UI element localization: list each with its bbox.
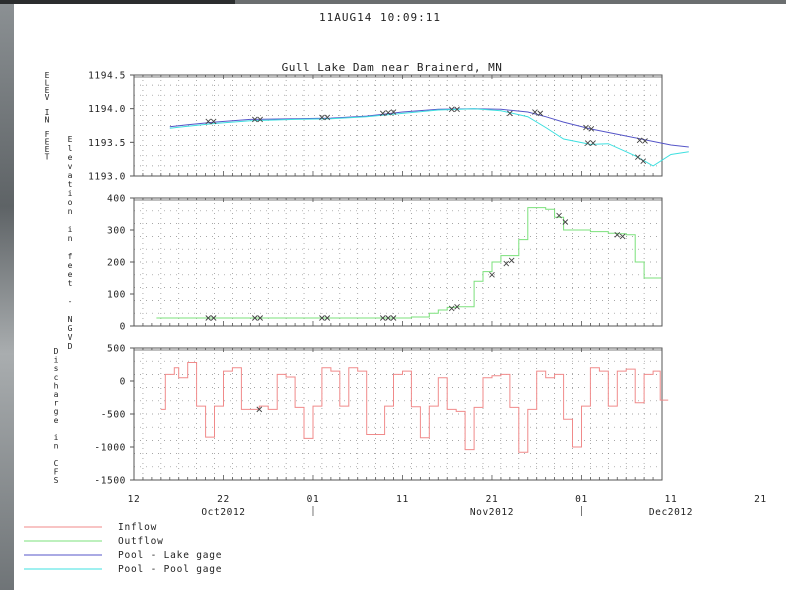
y-tick-label: 0 <box>120 322 126 333</box>
y-tick-label: 1194.0 <box>88 104 126 115</box>
observation-marker <box>508 257 515 264</box>
y-tick-label: 100 <box>107 290 126 301</box>
panel-frame <box>133 74 663 177</box>
x-tick-label: 11 <box>396 494 409 505</box>
month-label: Oct2012 <box>201 507 245 518</box>
legend-label: Pool - Pool gage <box>118 564 222 575</box>
observation-marker <box>640 158 647 165</box>
series-pool-pool-gage <box>169 108 689 167</box>
observation-marker <box>257 315 264 321</box>
observation-marker <box>251 116 258 123</box>
y-tick-label: 200 <box>107 258 126 269</box>
observation-marker <box>385 315 391 321</box>
observation-marker <box>251 315 258 321</box>
legend-label: Pool - Lake gage <box>118 550 222 561</box>
observation-marker <box>489 271 495 278</box>
y-tick-label: 300 <box>107 226 126 237</box>
observation-marker <box>390 109 397 115</box>
background-left-edge <box>0 0 14 590</box>
observation-marker <box>324 315 331 321</box>
x-tick-label: 01 <box>575 494 588 505</box>
observation-marker <box>454 106 460 113</box>
y-tick-label: 400 <box>107 194 126 205</box>
observation-marker <box>642 138 648 144</box>
observation-marker <box>319 315 325 321</box>
observation-marker <box>537 110 544 117</box>
x-tick-label: 21 <box>486 494 499 505</box>
legend-label: Outflow <box>118 536 164 547</box>
observation-marker <box>324 114 331 121</box>
series-inflow <box>160 362 669 453</box>
observation-marker <box>390 315 397 321</box>
observation-marker <box>205 315 212 321</box>
observation-marker <box>448 106 455 113</box>
x-tick-label: 21 <box>754 494 767 505</box>
observation-marker <box>448 305 455 312</box>
y-tick-label: 0 <box>120 377 126 388</box>
observation-marker <box>454 303 460 310</box>
background-top-edge <box>0 0 235 4</box>
observation-marker <box>385 109 391 116</box>
timestamp: 11AUG14 10:09:11 <box>319 11 441 24</box>
y-tick-label: -1500 <box>94 476 126 487</box>
observation-marker <box>205 118 212 125</box>
y-tick-label: 1194.5 <box>88 71 126 82</box>
observation-marker <box>507 110 513 117</box>
observation-marker <box>635 154 641 160</box>
panel-elevation: 1194.5 1194.0 1193.5 1193.0 <box>88 71 689 183</box>
panel-discharge: 500 0 -500 -1000 -1500 <box>94 344 669 487</box>
x-tick-label: 12 <box>128 494 141 505</box>
observation-marker <box>210 118 217 125</box>
observation-marker <box>619 233 626 240</box>
observation-marker <box>379 110 386 117</box>
observation-marker <box>614 231 621 238</box>
panel-flow: 400 300 200 100 0 <box>107 194 663 333</box>
y-tick-label: 1193.0 <box>88 172 126 183</box>
observation-marker <box>210 315 217 321</box>
month-label: Nov2012 <box>470 507 514 518</box>
observation-marker <box>503 260 510 267</box>
observation-marker <box>319 114 325 121</box>
month-label: Dec2012 <box>649 507 693 518</box>
y-tick-label: 1193.5 <box>88 138 126 149</box>
y-tick-label: -1000 <box>94 443 126 454</box>
observation-marker <box>556 212 562 219</box>
y-tick-label: -500 <box>101 410 126 421</box>
observation-marker <box>256 406 263 413</box>
plot-window: 11AUG14 10:09:11 Gull Lake Dam near Brai… <box>14 4 786 590</box>
legend-label: Inflow <box>118 522 157 533</box>
observation-marker <box>562 219 569 225</box>
x-tick-label: 22 <box>217 494 230 505</box>
chart-canvas: 11AUG14 10:09:11 Gull Lake Dam near Brai… <box>24 11 767 575</box>
observation-marker <box>588 126 595 132</box>
chart-title: Gull Lake Dam near Brainerd, MN <box>282 61 503 74</box>
x-tick-label: 01 <box>307 494 320 505</box>
observation-marker <box>584 140 591 146</box>
observation-marker <box>532 109 538 115</box>
observation-marker <box>583 124 589 131</box>
observation-marker <box>636 137 643 144</box>
x-tick-label: 11 <box>665 494 678 505</box>
series-pool-lake-gage <box>169 108 689 148</box>
observation-marker <box>590 140 596 146</box>
observation-marker <box>379 315 386 321</box>
observation-marker <box>257 116 264 123</box>
series-outflow <box>156 207 662 319</box>
y-tick-label: 500 <box>107 344 126 355</box>
